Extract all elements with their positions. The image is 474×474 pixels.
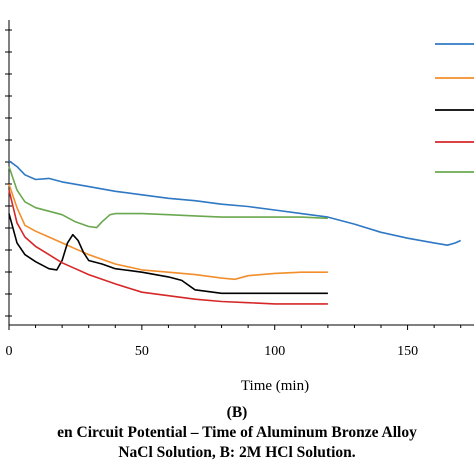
figure-caption-line-2: NaCl Solution, B: 2M HCl Solution.	[118, 444, 356, 461]
series-line-5	[8, 166, 328, 229]
x-tick-label: 50	[135, 344, 149, 359]
series-line-3	[8, 213, 328, 295]
series-line-2	[8, 183, 328, 281]
figure-caption-line-1: en Circuit Potential – Time of Aluminum …	[57, 424, 417, 441]
x-tick-label: 150	[397, 344, 418, 359]
series-line-1	[8, 160, 462, 246]
legend	[435, 43, 474, 173]
panel-label: (B)	[226, 404, 248, 421]
x-axis-title: Time (min)	[241, 378, 309, 394]
chart-axes: 0 50 100 150	[5, 20, 474, 359]
series-line-4	[8, 189, 328, 305]
x-tick-label: 100	[264, 344, 285, 359]
x-tick-label: 0	[6, 344, 13, 359]
series-layer	[8, 160, 462, 305]
